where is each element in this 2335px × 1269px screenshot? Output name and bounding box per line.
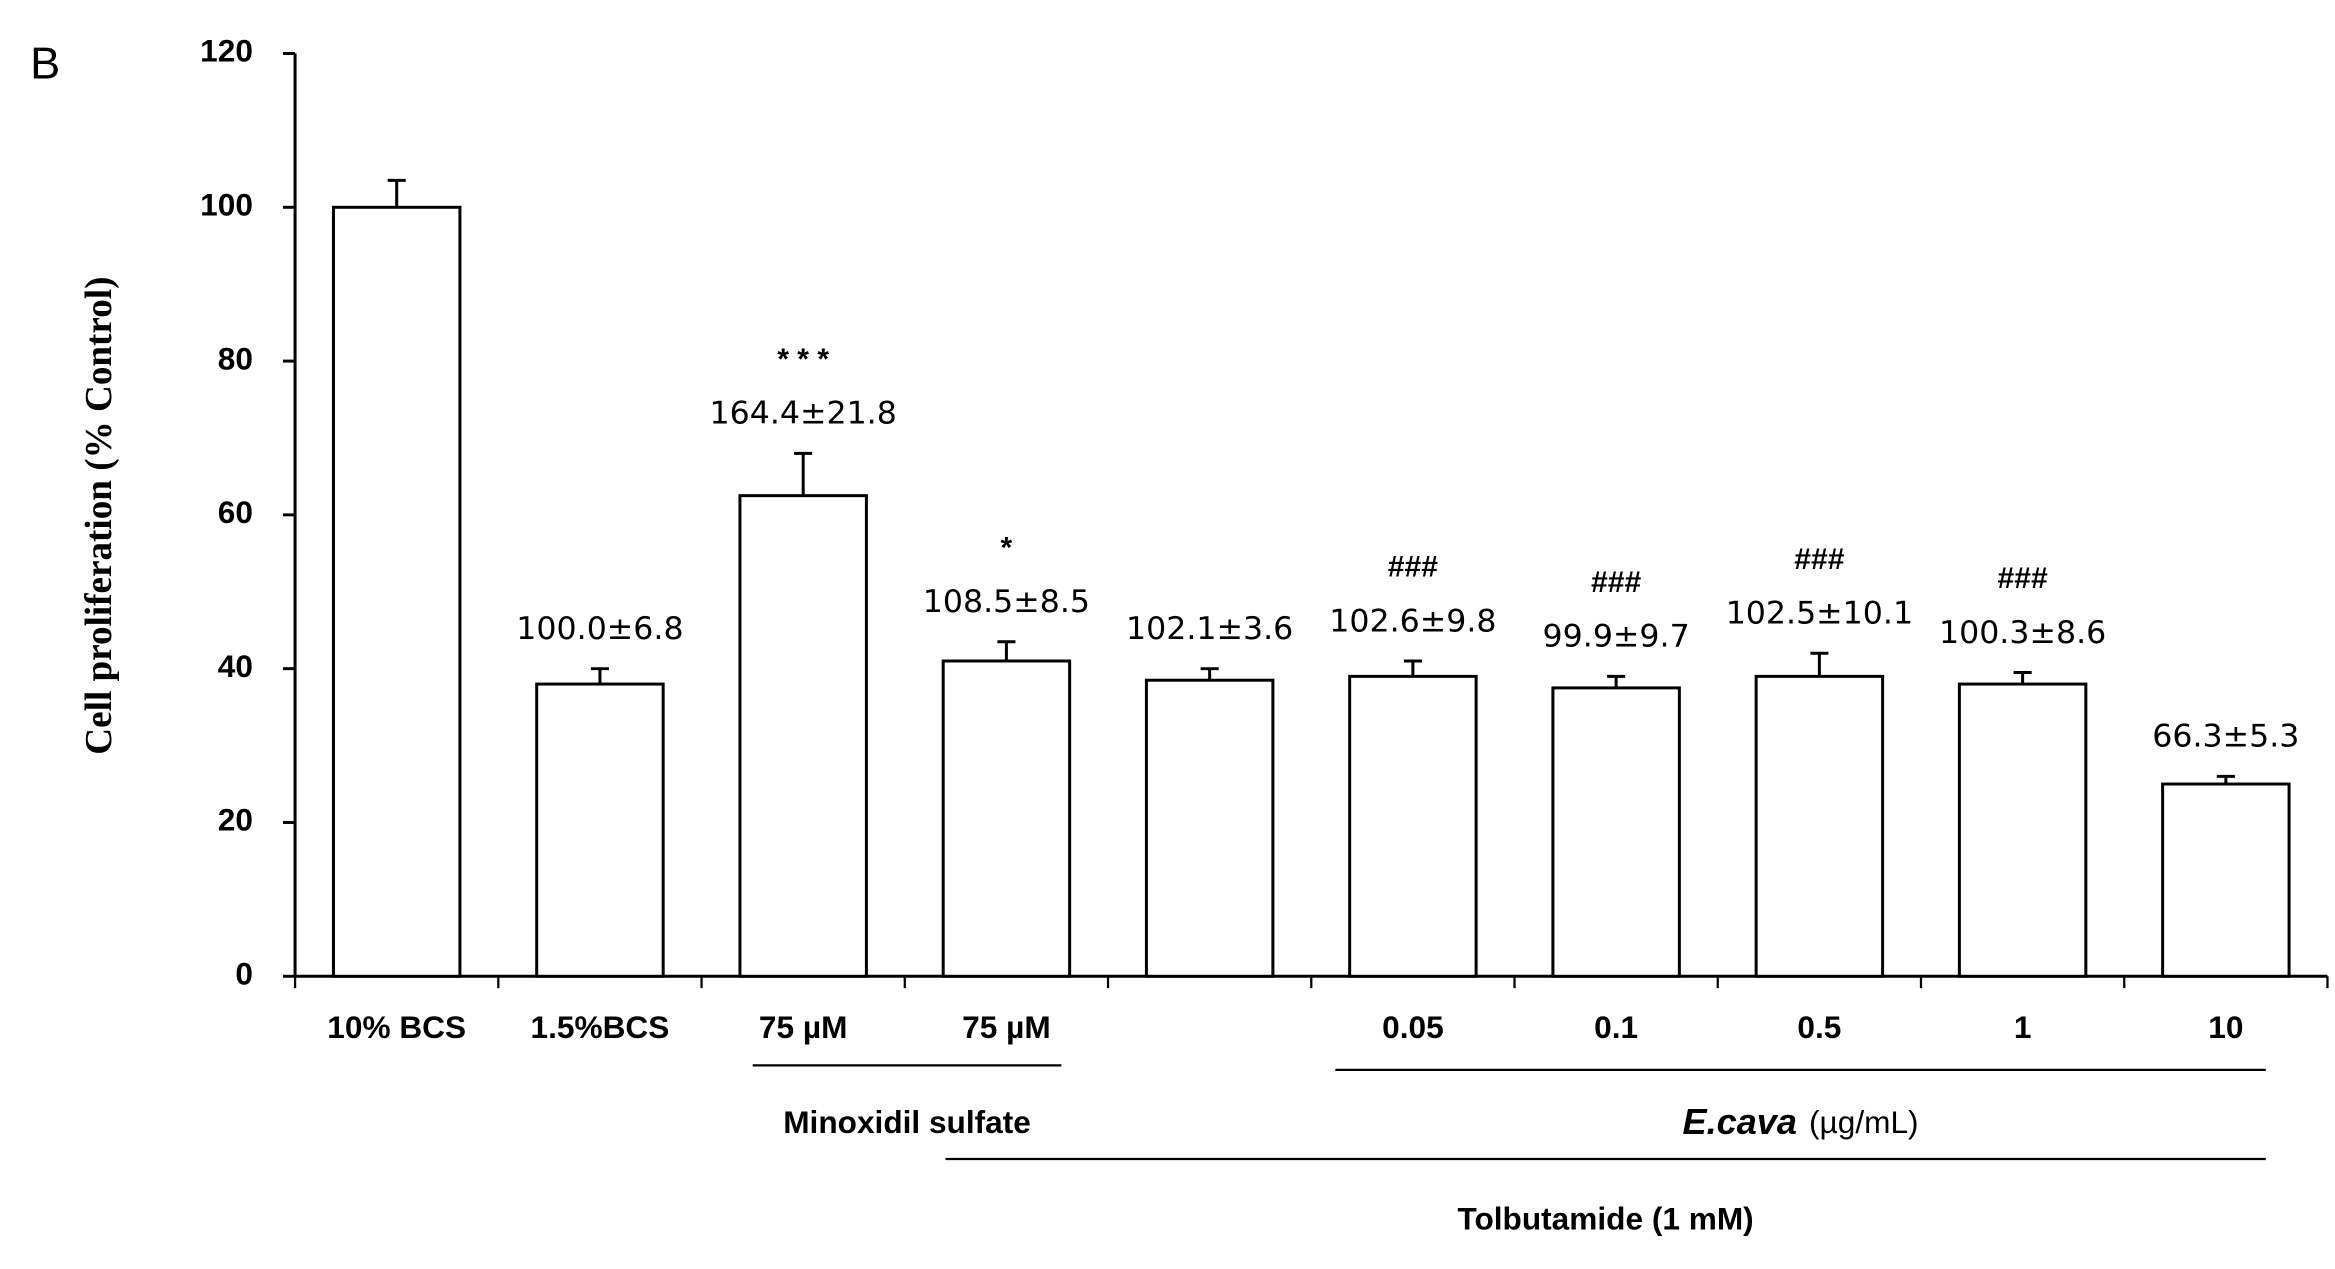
y-axis-label: Cell proliferation (% Control) [79, 277, 120, 755]
value-annotation: 100.0±6.8 [516, 611, 683, 647]
significance-mark: ### [1388, 551, 1439, 584]
bar [1551, 686, 1681, 978]
x-tick-label: 1 [2014, 1010, 2032, 1045]
value-annotation: 102.5±10.1 [1726, 596, 1913, 632]
bar [738, 494, 868, 978]
group-name: E.cava [1683, 1102, 1797, 1142]
significance-mark: * [1001, 532, 1013, 565]
x-tick-label: 75 µM [962, 1010, 1050, 1045]
bar [941, 659, 1072, 978]
value-annotation: 66.3±5.3 [2152, 719, 2299, 755]
bar [1754, 674, 1885, 978]
group-unit: (µg/mL) [1809, 1105, 1919, 1140]
group-label: Tolbutamide (1 mM) [1457, 1202, 1753, 1237]
bar [535, 682, 665, 978]
bar [1957, 682, 2088, 978]
group-name: Minoxidil sulfate [783, 1105, 1031, 1140]
y-tick-label: 20 [218, 803, 253, 838]
x-tick-label: 0.05 [1382, 1010, 1444, 1045]
x-tick-label: 10% BCS [327, 1010, 466, 1045]
x-tick-label: 10 [2208, 1010, 2243, 1045]
panel-label: B [30, 38, 60, 89]
value-annotation: 164.4±21.8 [709, 396, 896, 432]
x-tick-label: 0.5 [1797, 1010, 1841, 1045]
significance-mark: ### [1997, 562, 2048, 595]
y-tick-label: 0 [235, 957, 253, 992]
x-tick-label: 1.5%BCS [531, 1010, 670, 1045]
bar [1348, 674, 1478, 978]
x-tick-label: 0.1 [1594, 1010, 1638, 1045]
value-annotation: 102.1±3.6 [1126, 611, 1293, 647]
bar [2161, 782, 2291, 978]
y-tick-label: 120 [200, 34, 253, 69]
y-tick-label: 60 [218, 495, 253, 530]
y-tick-label: 80 [218, 342, 253, 377]
group-label: Minoxidil sulfate [783, 1105, 1031, 1140]
bar [331, 205, 462, 978]
significance-mark: ### [1794, 543, 1845, 576]
group-name: Tolbutamide (1 mM) [1457, 1202, 1753, 1237]
value-annotation: 100.3±8.6 [1939, 615, 2106, 651]
value-annotation: 108.5±8.5 [923, 584, 1090, 620]
group-label: E.cava (µg/mL) [1683, 1102, 1919, 1142]
y-tick-label: 100 [200, 188, 253, 223]
bar [1144, 678, 1275, 978]
value-annotation: 99.9±9.7 [1543, 619, 1690, 655]
y-tick-label: 40 [218, 649, 253, 684]
value-annotation: 102.6±9.8 [1329, 603, 1496, 639]
x-tick-label: 75 µM [759, 1010, 847, 1045]
significance-mark: ### [1591, 566, 1642, 599]
significance-mark: * * * [777, 343, 829, 376]
